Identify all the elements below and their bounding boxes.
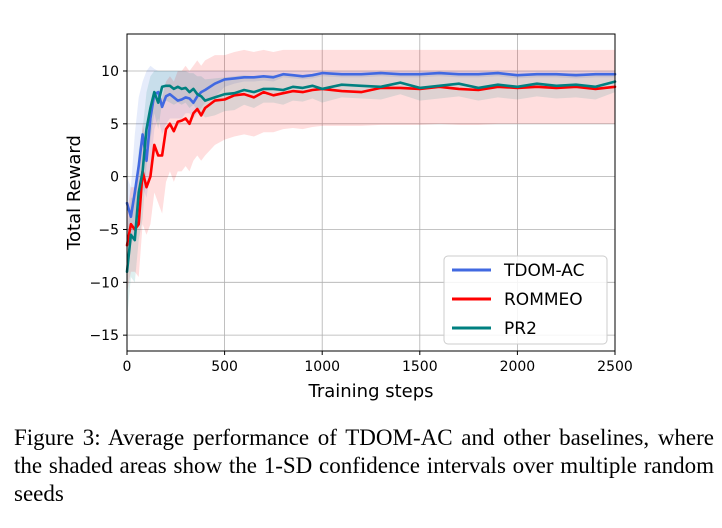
- y-tick-label: 10: [101, 64, 119, 80]
- line-chart: 0 500 1000 1500 2000 2500 −15 −10 −5 0 5 10 Trainin…: [64, 33, 633, 402]
- x-axis-label: Training steps: [307, 381, 433, 402]
- confidence-band-pr2: [127, 70, 615, 320]
- legend-label-pr2: PR2: [504, 319, 537, 339]
- x-tick-label: 0: [123, 359, 132, 375]
- y-tick-label: −5: [98, 222, 119, 238]
- y-tick-label: −15: [89, 328, 119, 344]
- figure-caption: Figure 3: Average performance of TDOM-AC…: [14, 425, 714, 506]
- x-tick-label: 2000: [500, 359, 536, 375]
- confidence-band-rommeo: [127, 49, 615, 293]
- y-tick-label: 0: [110, 170, 119, 186]
- y-tick-label: 5: [110, 117, 119, 133]
- x-tick-label: 2500: [597, 359, 633, 375]
- y-tick-label: −10: [89, 275, 119, 291]
- axis-ticks: 0 500 1000 1500 2000 2500 −15 −10 −5 0 5 10: [89, 64, 632, 375]
- plot-frame: [126, 33, 616, 352]
- series-lines: [125, 71, 617, 274]
- x-tick-label: 1000: [304, 359, 340, 375]
- legend-label-rommeo: ROMMEO: [504, 290, 583, 310]
- x-tick-label: 1500: [402, 359, 438, 375]
- series-line-tdom-ac: [125, 71, 617, 219]
- confidence-band-tdom-ac: [127, 65, 615, 246]
- y-axis-label: Total Reward: [64, 135, 85, 251]
- legend-box: [443, 255, 608, 345]
- series-line-pr2: [125, 80, 617, 274]
- legend-label-tdom-ac: TDOM-AC: [503, 261, 584, 281]
- legend: TDOM-AC ROMMEO PR2: [443, 255, 608, 345]
- series-line-rommeo: [125, 85, 617, 247]
- x-tick-label: 500: [211, 359, 238, 375]
- confidence-bands: [127, 49, 615, 320]
